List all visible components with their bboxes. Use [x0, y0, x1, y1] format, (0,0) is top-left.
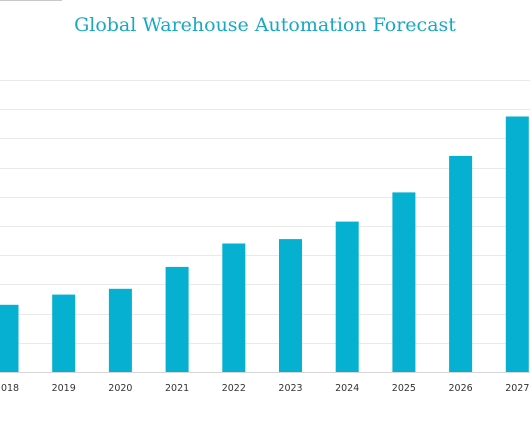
bar-2025: [392, 192, 416, 372]
bar-2019: [52, 294, 76, 372]
x-tick-label-2018: 2018: [0, 383, 19, 394]
x-tick-label-2020: 2020: [108, 383, 132, 394]
x-tick-label-2027: 2027: [505, 383, 529, 394]
x-tick-label-2025: 2025: [392, 383, 416, 394]
bar-2027: [505, 116, 529, 372]
bar-2018: [0, 304, 19, 372]
x-tick-label-2021: 2021: [165, 383, 189, 394]
x-tick-label-2024: 2024: [335, 383, 359, 394]
bar-2024: [335, 221, 359, 372]
x-tick-label-2019: 2019: [52, 383, 76, 394]
bar-2021: [165, 266, 189, 372]
bar-2022: [222, 243, 246, 372]
top-divider: [0, 0, 62, 1]
bar-2026: [449, 155, 473, 372]
bar-2020: [108, 288, 132, 372]
chart-title: Global Warehouse Automation Forecast: [74, 14, 456, 36]
bar-2023: [279, 239, 302, 372]
x-tick-label-2022: 2022: [222, 383, 246, 394]
x-tick-label-2023: 2023: [278, 383, 302, 394]
x-tick-label-2026: 2026: [449, 383, 473, 394]
